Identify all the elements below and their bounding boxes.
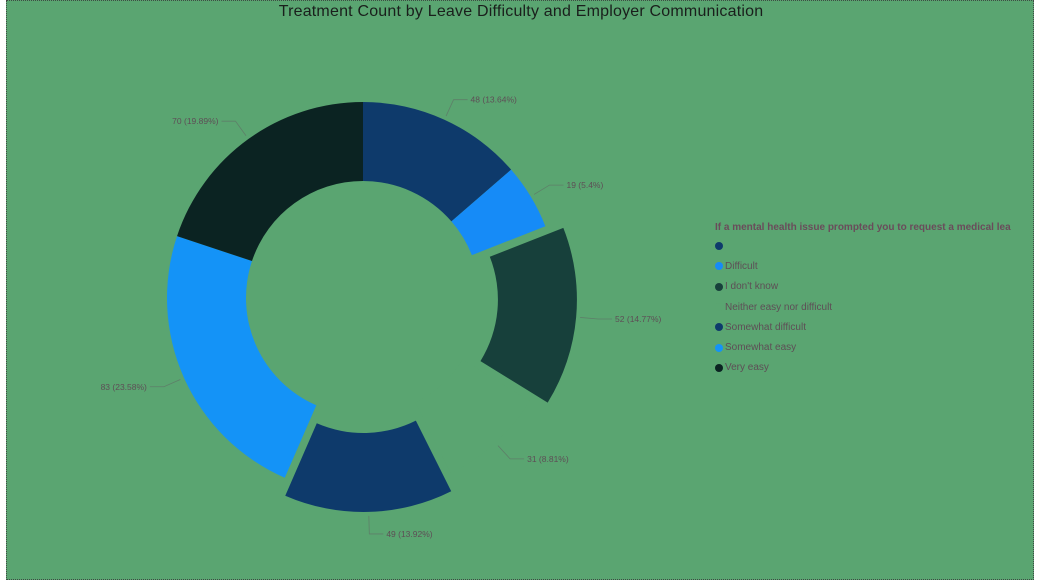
label-leader-line <box>149 379 181 388</box>
legend-dot-icon <box>715 262 723 271</box>
legend-dot-icon <box>715 242 723 251</box>
data-label: 19 (5.4%) <box>566 180 603 190</box>
data-label: 48 (13.64%) <box>471 95 517 105</box>
legend-title: If a mental health issue prompted you to… <box>715 222 1011 233</box>
legend-label: Neither easy nor difficult <box>725 301 833 313</box>
donut-chart-visual[interactable]: Treatment Count by Leave Difficulty and … <box>6 0 1034 580</box>
legend-item[interactable]: Difficult <box>715 256 1033 276</box>
legend-item[interactable]: Neither easy nor difficult <box>715 297 1033 317</box>
legend-dot-icon <box>715 343 723 352</box>
label-leader-line <box>445 99 468 117</box>
legend-label: Somewhat difficult <box>725 321 806 333</box>
legend-label: Very easy <box>725 362 769 374</box>
legend-item[interactable]: Somewhat difficult <box>715 317 1033 337</box>
legend-label: Somewhat easy <box>725 342 797 354</box>
data-label: 70 (19.89%) <box>172 116 218 126</box>
legend-items: Difficult I don't know Neither easy nor di… <box>715 236 1033 378</box>
donut-slice[interactable] <box>415 359 530 474</box>
legend-dot-icon <box>715 363 723 372</box>
legend[interactable]: If a mental health issue prompted you to… <box>715 222 1033 378</box>
donut-slice[interactable] <box>451 169 546 256</box>
donut-slice[interactable] <box>166 236 317 478</box>
legend-item[interactable]: Somewhat easy <box>715 337 1033 357</box>
chart-title: Treatment Count by Leave Difficulty and … <box>278 3 764 20</box>
legend-item[interactable]: Very easy <box>715 358 1033 378</box>
legend-dot-icon <box>715 323 723 332</box>
data-label: 49 (13.92%) <box>386 529 432 539</box>
legend-dot-icon <box>715 282 723 291</box>
donut-slice[interactable] <box>285 420 452 512</box>
legend-label: I don't know <box>725 281 779 293</box>
donut-slice[interactable] <box>363 102 512 222</box>
donut-slice[interactable] <box>177 102 363 262</box>
label-leader-line <box>533 184 564 195</box>
label-leader-line <box>497 445 525 460</box>
label-leader-line <box>221 120 247 137</box>
legend-item[interactable]: I don't know <box>715 277 1033 297</box>
label-leader-line <box>368 515 384 535</box>
data-label: 52 (14.77%) <box>615 314 661 324</box>
label-leader-line <box>580 317 613 320</box>
legend-label: Difficult <box>725 260 758 272</box>
donut-slice[interactable] <box>480 227 577 403</box>
data-label: 83 (23.58%) <box>101 382 147 392</box>
donut-chart[interactable]: 48 (13.64%) 19 (5.4%) 52 (14.77%) 31 (8.81%… <box>7 1 1034 580</box>
legend-dot-icon <box>715 303 723 312</box>
data-label: 31 (8.81%) <box>527 454 569 464</box>
legend-item[interactable] <box>715 236 1033 256</box>
